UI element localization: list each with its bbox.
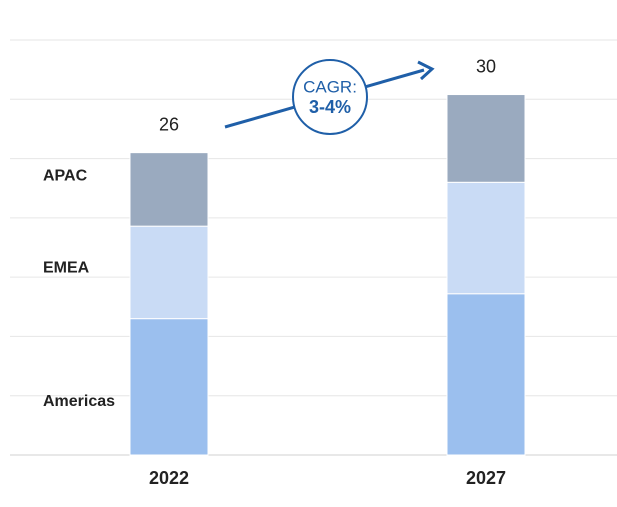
x-tick-label: 2022 (149, 468, 189, 488)
series-label: EMEA (43, 260, 90, 277)
cagr-title: CAGR: (303, 77, 357, 96)
total-label: 30 (476, 56, 496, 76)
bar-segment (129, 225, 209, 320)
bar-segment (129, 318, 209, 456)
arrow-head (417, 60, 435, 81)
series-label: APAC (43, 168, 88, 185)
bar-segment (446, 94, 526, 183)
bar-segment (129, 152, 209, 227)
x-tick-label: 2027 (466, 468, 506, 488)
bar-segment (446, 293, 526, 456)
series-label: Americas (43, 393, 115, 410)
total-label: 26 (159, 114, 179, 134)
cagr-value: 3-4% (309, 97, 351, 117)
bar-segment (446, 181, 526, 295)
cagr-circle (292, 59, 368, 135)
